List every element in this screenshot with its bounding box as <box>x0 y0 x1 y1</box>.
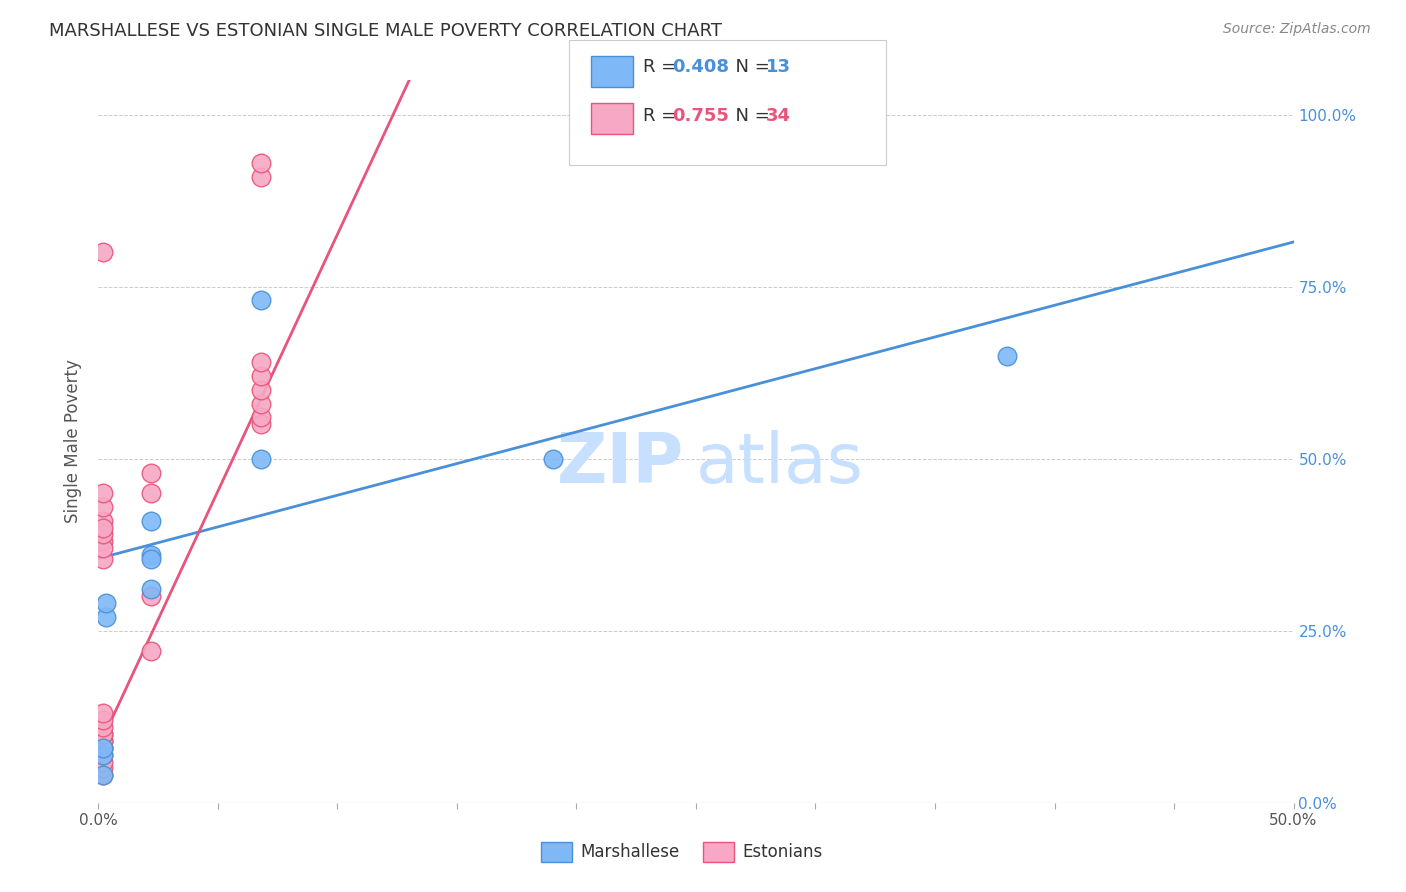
Point <box>541 451 564 466</box>
Text: Marshallese: Marshallese <box>581 843 681 861</box>
Point <box>91 727 114 741</box>
Point <box>94 596 117 610</box>
Point <box>91 527 114 541</box>
Point <box>91 768 114 782</box>
Point <box>139 548 162 562</box>
Text: R =: R = <box>643 58 682 76</box>
Point <box>250 451 273 466</box>
Point <box>91 747 114 762</box>
Point <box>250 417 273 432</box>
Point <box>139 551 162 566</box>
Point <box>91 551 114 566</box>
Y-axis label: Single Male Poverty: Single Male Poverty <box>65 359 83 524</box>
Text: 34: 34 <box>766 107 792 125</box>
Point <box>91 541 114 556</box>
Point <box>91 706 114 721</box>
Point <box>250 293 273 308</box>
Text: N =: N = <box>724 58 776 76</box>
Point <box>139 514 162 528</box>
Point <box>91 500 114 514</box>
Point <box>94 610 117 624</box>
Point <box>995 349 1018 363</box>
Point <box>250 355 273 369</box>
Point <box>91 768 114 782</box>
Text: N =: N = <box>724 107 776 125</box>
Text: ZIP: ZIP <box>557 430 685 497</box>
Point <box>139 590 162 604</box>
Text: Source: ZipAtlas.com: Source: ZipAtlas.com <box>1223 22 1371 37</box>
Point <box>139 644 162 658</box>
Point <box>91 740 114 755</box>
Text: 0.755: 0.755 <box>672 107 728 125</box>
Point <box>91 727 114 741</box>
Point <box>91 755 114 769</box>
Point <box>91 761 114 775</box>
Point <box>91 534 114 549</box>
Point <box>91 747 114 762</box>
Text: 0.408: 0.408 <box>672 58 730 76</box>
Point <box>250 369 273 384</box>
Text: R =: R = <box>643 107 682 125</box>
Point <box>139 582 162 597</box>
Point <box>91 740 114 755</box>
Point <box>139 486 162 500</box>
Text: Estonians: Estonians <box>742 843 823 861</box>
Point <box>91 245 114 260</box>
Point <box>250 169 273 184</box>
Point <box>91 720 114 734</box>
Point <box>139 466 162 480</box>
Text: MARSHALLESE VS ESTONIAN SINGLE MALE POVERTY CORRELATION CHART: MARSHALLESE VS ESTONIAN SINGLE MALE POVE… <box>49 22 723 40</box>
Point <box>91 734 114 748</box>
Point <box>250 156 273 170</box>
Point <box>91 713 114 727</box>
Point <box>250 397 273 411</box>
Text: atlas: atlas <box>696 430 863 497</box>
Point <box>250 410 273 425</box>
Point <box>91 740 114 755</box>
Point <box>91 734 114 748</box>
Point <box>250 383 273 397</box>
Point <box>91 486 114 500</box>
Text: 13: 13 <box>766 58 792 76</box>
Point <box>91 514 114 528</box>
Point <box>91 520 114 534</box>
